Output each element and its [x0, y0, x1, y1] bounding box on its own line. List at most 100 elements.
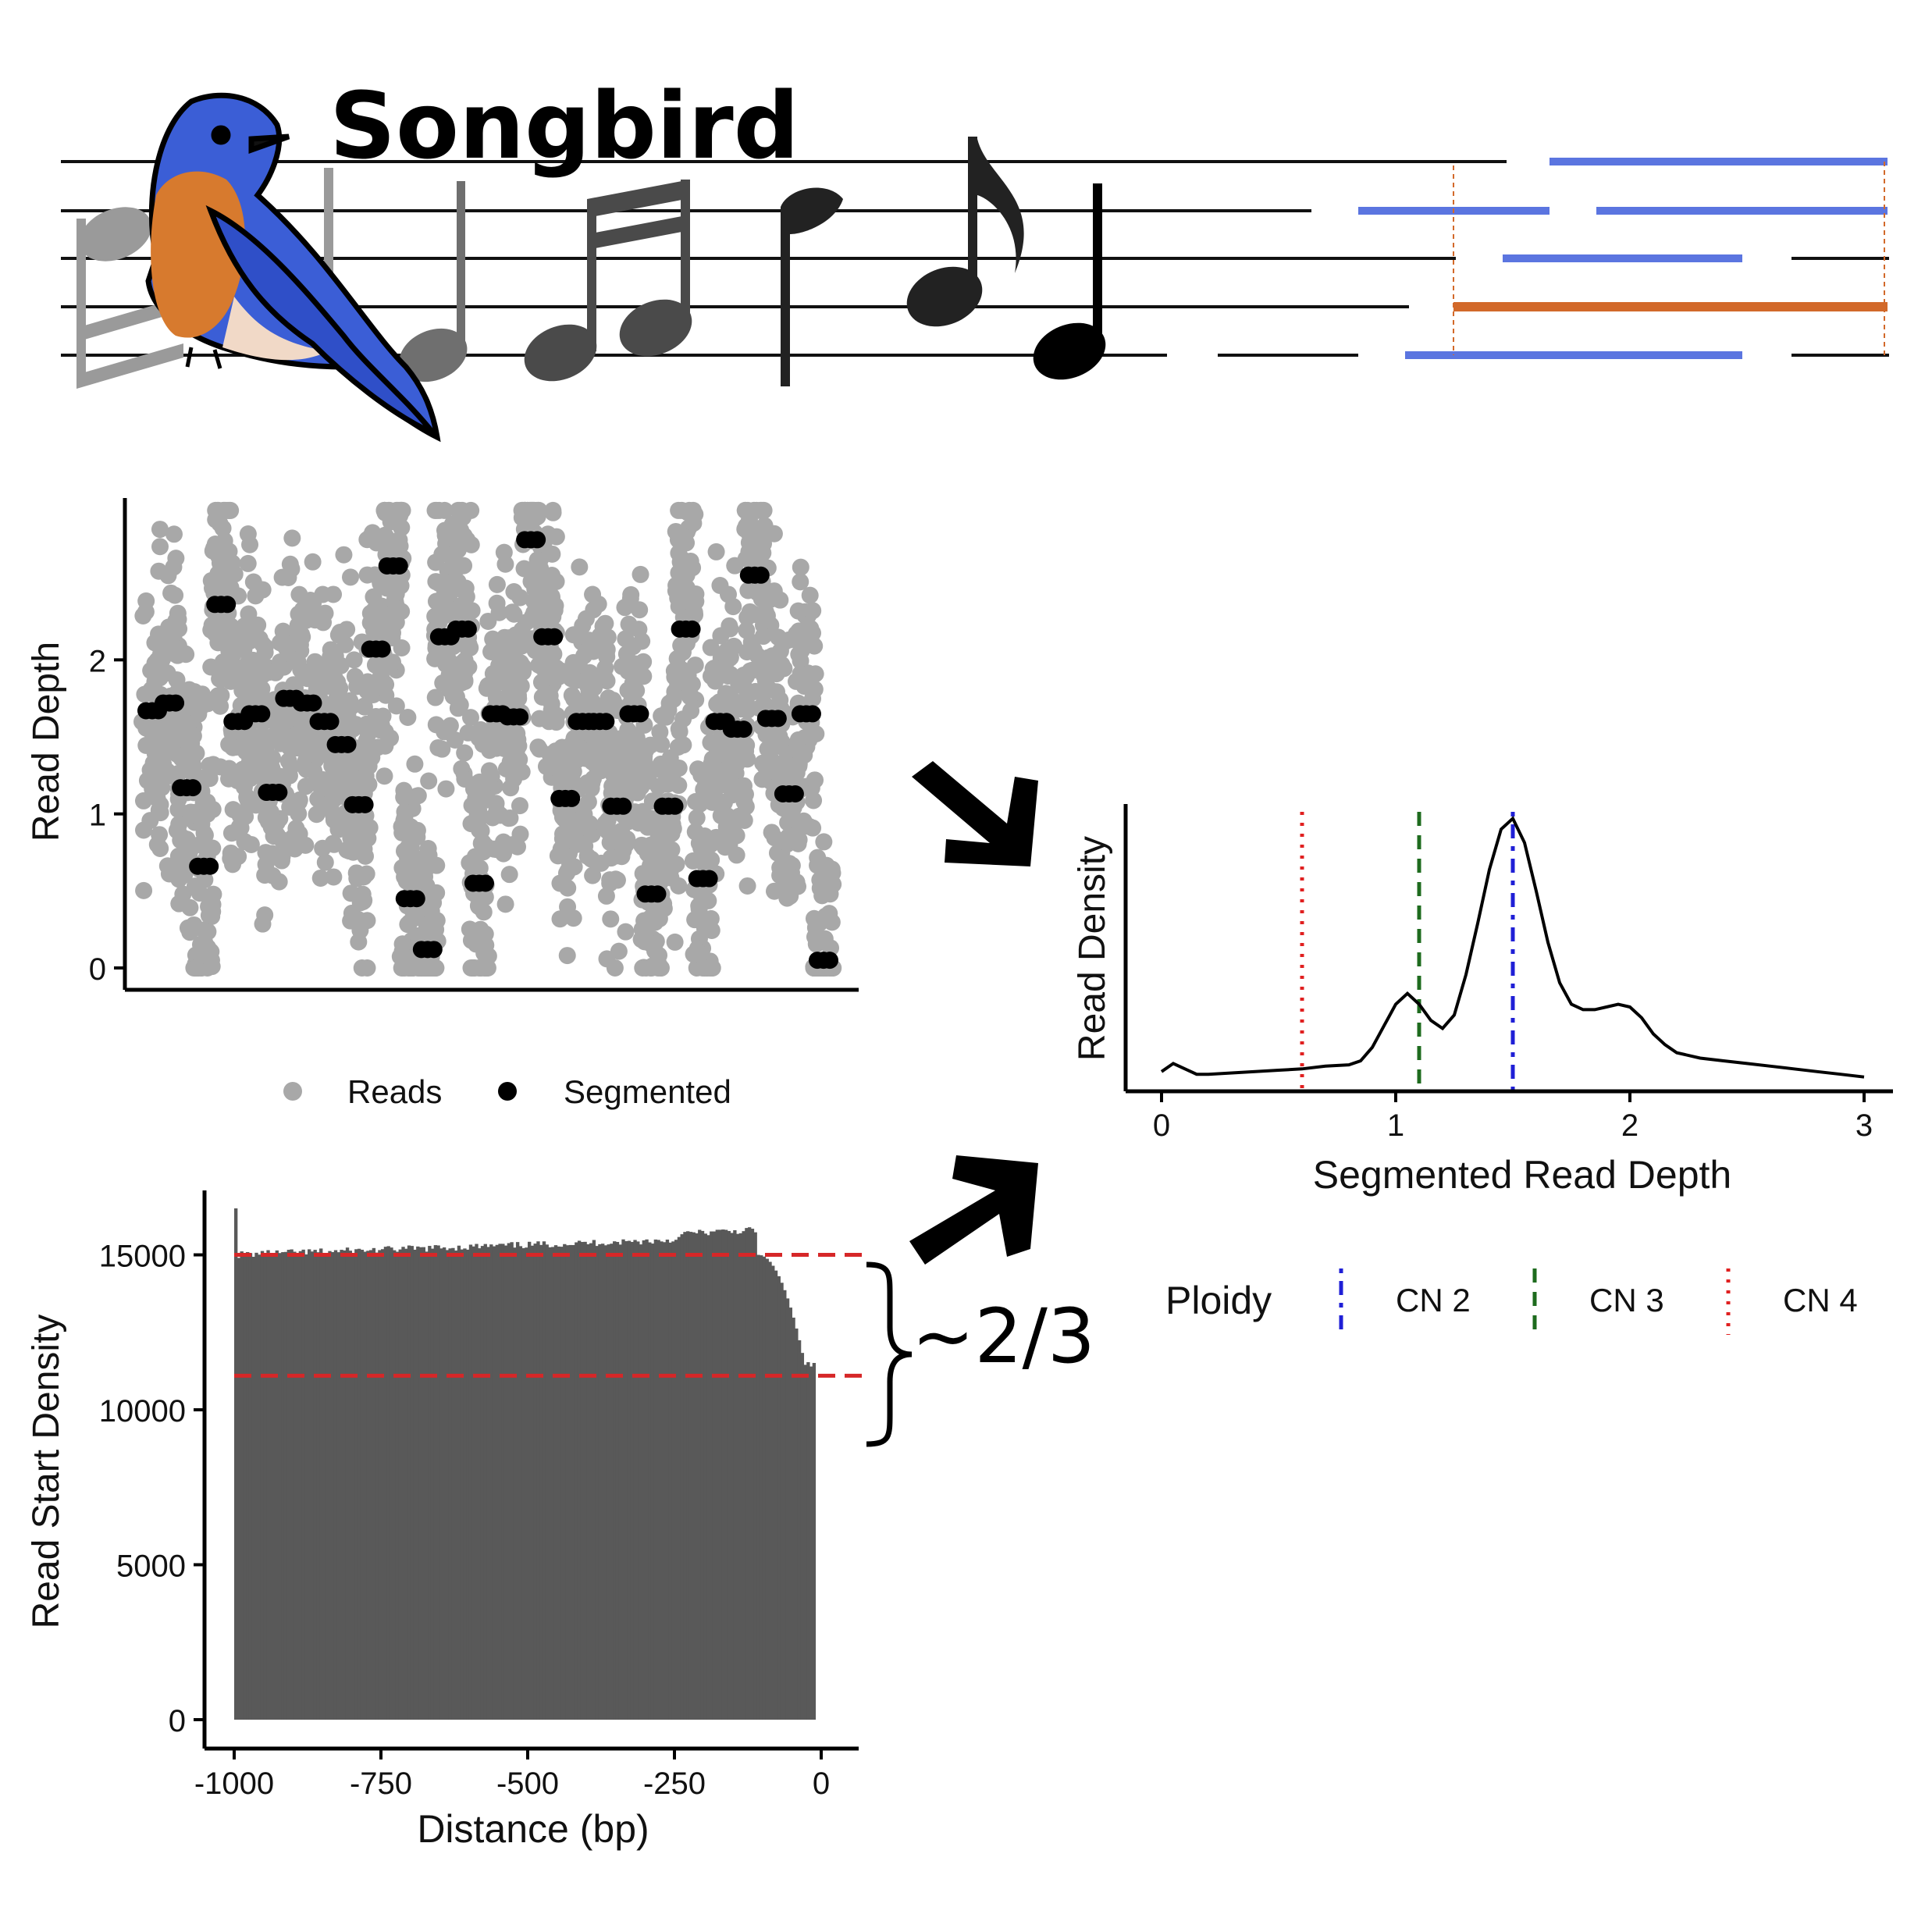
scatter-ylabel: Read Depth	[26, 642, 67, 841]
histogram-bar	[383, 1247, 388, 1720]
read-point	[738, 877, 756, 895]
read-point	[789, 877, 807, 895]
read-point	[341, 568, 359, 586]
read-point	[241, 535, 259, 553]
read-point	[254, 581, 272, 599]
histogram-bar	[319, 1248, 323, 1720]
histogram-bar	[433, 1245, 438, 1720]
read-point	[509, 686, 527, 704]
histogram-bar	[718, 1229, 722, 1720]
read-point	[153, 779, 171, 797]
histogram-bar	[360, 1250, 365, 1720]
read-point	[246, 622, 264, 640]
histogram-bar	[515, 1242, 520, 1720]
histogram-bar	[331, 1252, 335, 1720]
read-point	[391, 507, 409, 525]
read-point	[530, 740, 548, 758]
read-point	[388, 602, 406, 620]
read-point	[666, 933, 684, 951]
read-point	[173, 828, 191, 846]
read-point	[806, 771, 824, 789]
density-x-tick-label: 2	[1621, 1108, 1638, 1143]
read-point	[463, 602, 481, 620]
read-point	[443, 546, 461, 564]
histogram-bar	[706, 1235, 710, 1720]
scatter-y-tick-label: 0	[89, 952, 106, 987]
histogram-bar	[272, 1254, 276, 1720]
read-point	[358, 959, 376, 977]
read-point	[600, 745, 618, 763]
read-point	[283, 757, 301, 775]
read-point	[437, 655, 455, 673]
histogram-bar	[507, 1243, 511, 1720]
histogram-bar	[668, 1242, 672, 1720]
read-point	[151, 826, 169, 844]
read-point	[564, 774, 582, 792]
read-point	[475, 945, 493, 962]
histogram-bar	[595, 1246, 599, 1720]
histogram-bar	[422, 1247, 425, 1720]
histogram-bar	[468, 1244, 473, 1720]
histogram-bar	[783, 1290, 787, 1720]
read-point	[582, 752, 600, 770]
histogram-bar	[266, 1250, 270, 1720]
read-point	[581, 664, 599, 681]
read-point	[702, 639, 720, 656]
read-point	[504, 764, 522, 782]
read-point	[325, 585, 343, 603]
histogram-bar	[536, 1241, 540, 1720]
density-axes: 0 1 2 3	[1123, 804, 1893, 1143]
read-point	[427, 592, 445, 610]
read-point	[275, 833, 293, 851]
histogram-bar	[393, 1250, 397, 1720]
histogram-bar	[683, 1232, 687, 1720]
read-point	[153, 759, 171, 777]
read-point	[215, 501, 233, 519]
read-point	[721, 666, 739, 684]
read-point	[135, 881, 153, 899]
histogram-bar	[492, 1246, 496, 1720]
histogram-bar	[648, 1242, 652, 1720]
read-point	[151, 669, 169, 687]
read-point	[190, 884, 208, 902]
read-point	[306, 653, 324, 671]
read-point	[500, 866, 518, 884]
segmented-point	[511, 708, 529, 726]
read-point	[582, 850, 600, 868]
read-point	[168, 639, 186, 657]
histogram-bar	[510, 1242, 514, 1720]
histogram-bar	[290, 1249, 294, 1720]
histogram-bar	[639, 1244, 643, 1720]
histogram-xlabel: Distance (bp)	[417, 1807, 649, 1851]
read-point	[518, 501, 536, 519]
read-point	[297, 760, 315, 778]
read-point	[168, 671, 186, 688]
histogram-bar	[771, 1265, 775, 1720]
read-point	[358, 865, 375, 883]
histogram-bar	[386, 1246, 390, 1720]
read-point	[579, 793, 597, 811]
read-point	[443, 530, 461, 548]
histogram-bar	[442, 1247, 447, 1720]
read-point	[762, 590, 780, 608]
histogram-bar	[248, 1253, 253, 1720]
read-point	[775, 660, 793, 678]
ploidy-legend: Ploidy CN 2 CN 3 CN 4	[1165, 1268, 1858, 1335]
histogram-bar	[308, 1249, 311, 1720]
segmented-point	[700, 870, 718, 888]
density-xlabel: Segmented Read Depth	[1313, 1153, 1731, 1197]
read-point	[631, 601, 649, 619]
histogram-bar	[618, 1244, 622, 1720]
histogram-bar	[251, 1257, 255, 1720]
histogram-bar	[580, 1242, 585, 1720]
read-point	[610, 942, 628, 960]
read-point	[765, 525, 783, 543]
segmented-point	[270, 784, 288, 802]
segmented-point	[632, 705, 649, 723]
read-point	[455, 557, 473, 575]
read-point	[305, 608, 323, 626]
read-point	[387, 697, 405, 715]
histogram-bar	[390, 1247, 393, 1720]
read-point	[332, 656, 350, 674]
